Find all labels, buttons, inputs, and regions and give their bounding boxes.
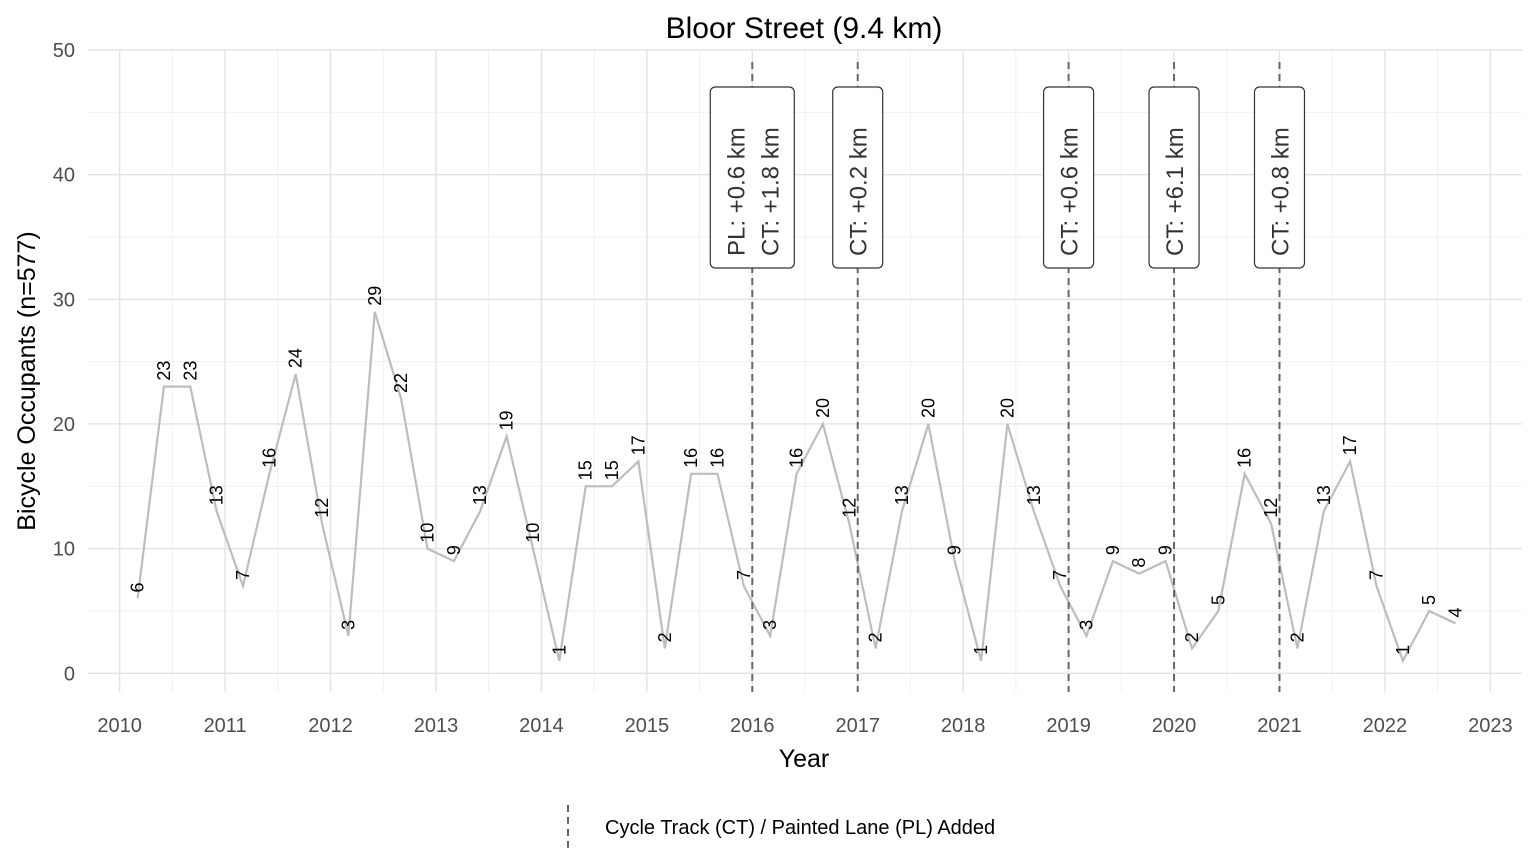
series-layer (136, 311, 1457, 664)
data-label: 19 (497, 410, 517, 430)
data-label: 3 (1077, 620, 1097, 630)
data-label: 17 (1340, 435, 1360, 455)
y-tick-label: 50 (53, 40, 75, 62)
x-tick-label: 2016 (730, 715, 775, 737)
data-label: 5 (1419, 595, 1439, 605)
x-tick-label: 2020 (1152, 715, 1197, 737)
x-tick-label: 2011 (204, 715, 247, 737)
x-tick-label: 2012 (308, 715, 353, 737)
series-line (136, 311, 1457, 664)
data-label: 2 (1287, 632, 1307, 642)
data-label: 3 (760, 620, 780, 630)
data-label: 3 (338, 620, 358, 630)
data-label: 29 (365, 286, 385, 306)
x-tick-label: 2013 (414, 715, 459, 737)
event-box (1148, 86, 1200, 269)
data-label: 2 (866, 632, 886, 642)
data-label: 24 (286, 348, 306, 368)
y-tick-label: 0 (64, 663, 75, 685)
data-label: 9 (1103, 545, 1123, 555)
data-label: 10 (418, 523, 438, 543)
data-label: 16 (681, 448, 701, 468)
x-tick-label: 2010 (97, 715, 142, 737)
data-label: 5 (1208, 595, 1228, 605)
data-label: 20 (997, 398, 1017, 418)
data-label: 12 (1261, 498, 1281, 518)
x-tick-label: 2017 (835, 715, 880, 737)
data-label: 16 (707, 448, 727, 468)
x-tick-label: 2019 (1046, 715, 1091, 737)
event-label: PL: +0.6 km (723, 127, 750, 256)
event-label: CT: +0.8 km (1267, 127, 1294, 256)
data-label: 15 (576, 460, 596, 480)
data-label: 15 (602, 460, 622, 480)
data-label: 13 (1024, 485, 1044, 505)
data-label: 4 (1446, 607, 1466, 617)
data-label: 6 (128, 582, 148, 592)
data-label: 13 (1314, 485, 1334, 505)
data-label: 23 (154, 361, 174, 381)
data-label: 13 (207, 485, 227, 505)
y-tick-label: 30 (53, 289, 75, 311)
y-axis-label: Bicycle Occupants (n=577) (13, 231, 41, 530)
data-label: 13 (470, 485, 490, 505)
data-label: 7 (734, 570, 754, 580)
event-box (1253, 86, 1306, 269)
event-box (709, 86, 795, 269)
event-label: CT: +1.8 km (757, 127, 784, 256)
data-label: 7 (1050, 570, 1070, 580)
data-label: 16 (787, 448, 807, 468)
legend: Cycle Track (CT) / Painted Lane (PL) Add… (567, 805, 995, 852)
x-tick-label: 2018 (941, 715, 986, 737)
data-label: 1 (971, 645, 991, 655)
y-tick-label: 10 (53, 539, 75, 561)
data-label: 12 (839, 498, 859, 518)
event-label: CT: +6.1 km (1162, 127, 1189, 256)
y-tick-labels: 0 10 20 30 40 50 (53, 40, 75, 685)
legend-label: Cycle Track (CT) / Painted Lane (PL) Add… (605, 817, 995, 839)
data-label: 1 (1393, 645, 1413, 655)
x-tick-label: 2023 (1468, 715, 1513, 737)
chart-title: Bloor Street (9.4 km) (666, 12, 943, 45)
data-label: 23 (180, 361, 200, 381)
data-label: 9 (444, 545, 464, 555)
data-label: 7 (1366, 570, 1386, 580)
data-label: 2 (655, 632, 675, 642)
x-tick-label: 2021 (1257, 715, 1302, 737)
data-label: 9 (1156, 545, 1176, 555)
data-label: 2 (1182, 632, 1202, 642)
data-label: 16 (259, 448, 279, 468)
y-tick-label: 40 (53, 165, 75, 187)
data-label: 10 (523, 523, 543, 543)
event-box (832, 86, 884, 269)
data-label: 22 (391, 373, 411, 393)
data-label: 1 (549, 645, 569, 655)
y-tick-label: 20 (53, 414, 75, 436)
x-tick-label: 2014 (519, 715, 564, 737)
event-lines: PL: +0.6 km CT: +1.8 km CT: +0.2 km CT: +0.… (709, 62, 1306, 692)
data-label: 7 (233, 570, 253, 580)
data-label: 9 (945, 545, 965, 555)
event-box (1043, 86, 1095, 269)
data-label: 12 (312, 498, 332, 518)
x-axis-label: Year (779, 745, 830, 773)
data-label: 13 (892, 485, 912, 505)
data-label: 17 (628, 435, 648, 455)
x-tick-label: 2022 (1363, 715, 1408, 737)
data-label: 8 (1129, 558, 1149, 568)
data-label: 20 (813, 398, 833, 418)
x-tick-labels: 2010 2011 2012 2013 2014 2015 2016 2017 2018 2019… (97, 715, 1512, 737)
event-label: CT: +0.2 km (846, 127, 873, 256)
event-label: CT: +0.6 km (1057, 127, 1084, 256)
data-label: 20 (918, 398, 938, 418)
data-label: 16 (1235, 448, 1255, 468)
x-tick-label: 2015 (625, 715, 670, 737)
